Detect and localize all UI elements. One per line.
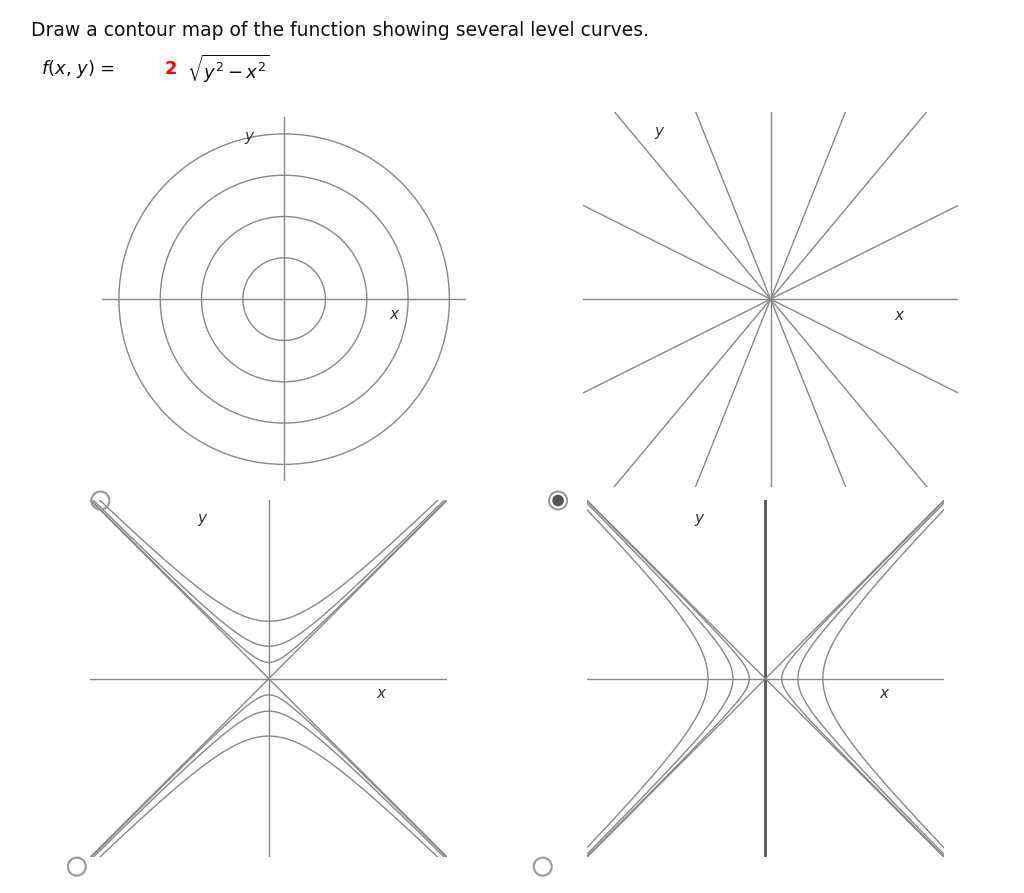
Text: x: x	[389, 307, 398, 322]
Circle shape	[553, 496, 563, 505]
Text: $\it{f}$($\it{x}$, $\it{y}$) =: $\it{f}$($\it{x}$, $\it{y}$) =	[41, 58, 117, 80]
Text: x: x	[894, 308, 903, 322]
Text: x: x	[376, 687, 385, 701]
Text: $\sqrt{\it{y}^2 - \it{x}^2}$: $\sqrt{\it{y}^2 - \it{x}^2}$	[186, 53, 270, 86]
Text: y: y	[694, 512, 703, 526]
Text: y: y	[244, 129, 253, 144]
Text: x: x	[880, 687, 889, 701]
Text: $\mathbf{2}$: $\mathbf{2}$	[164, 60, 177, 79]
Text: Draw a contour map of the function showing several level curves.: Draw a contour map of the function showi…	[31, 21, 649, 39]
Text: y: y	[654, 124, 664, 139]
Text: y: y	[198, 512, 207, 526]
